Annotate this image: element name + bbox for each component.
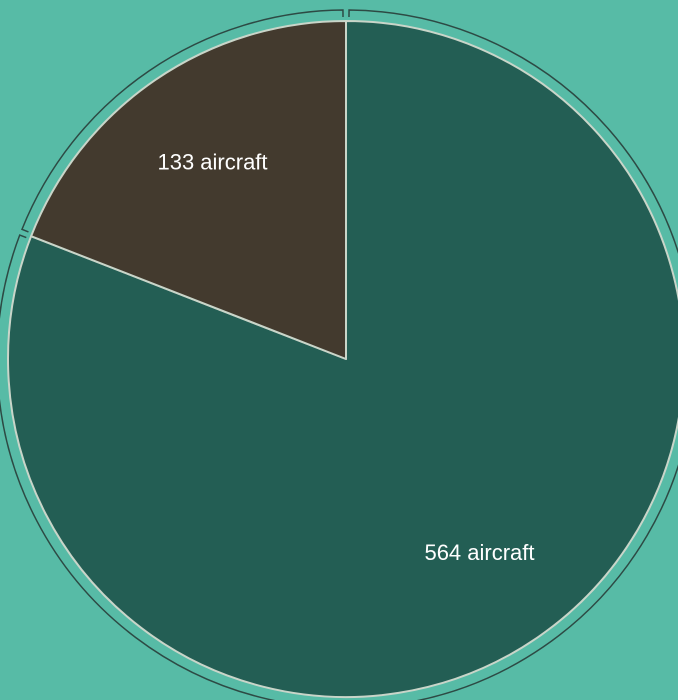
slice-label-133-aircraft: 133 aircraft <box>157 149 267 174</box>
pie-slice-133-aircraft <box>30 20 347 360</box>
slice-bracket-564-aircraft <box>0 9 678 700</box>
slice-bracket-133-aircraft <box>20 9 344 233</box>
pie-slices <box>7 20 678 698</box>
pie-slice-564-aircraft <box>7 20 678 698</box>
slice-label-564-aircraft: 564 aircraft <box>424 540 534 565</box>
slice-labels: 564 aircraft 133 aircraft <box>157 149 534 565</box>
slice-brackets <box>0 9 678 700</box>
